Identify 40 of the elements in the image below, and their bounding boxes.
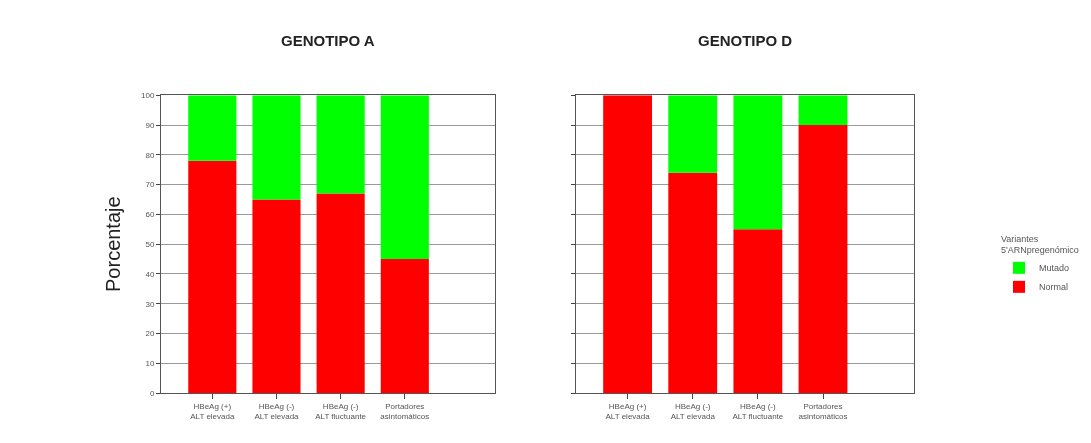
x-tick-label: HBeAg (+) ALT elevada bbox=[605, 401, 651, 421]
y-tick-label: 0 bbox=[149, 388, 155, 398]
bar bbox=[252, 95, 301, 200]
chart-title: GENOTIPO D bbox=[698, 32, 793, 49]
x-tick-label: HBeAg (+) ALT elevada bbox=[190, 401, 235, 421]
bar bbox=[798, 95, 848, 126]
x-tick-label: HBeAg (-) ALT elevada bbox=[670, 401, 716, 421]
bar bbox=[603, 95, 653, 393]
y-tick-label: 80 bbox=[145, 150, 155, 160]
bar bbox=[380, 95, 429, 260]
y-axis-title: Porcentaje bbox=[101, 196, 124, 292]
bar bbox=[668, 172, 718, 393]
x-tick-label: HBeAg (-) ALT elevada bbox=[254, 401, 300, 421]
y-tick-label: 100 bbox=[141, 91, 155, 101]
bar bbox=[668, 95, 718, 173]
x-tick-label: Portadores asintomáticos bbox=[798, 401, 848, 421]
y-tick-label: 60 bbox=[145, 210, 155, 220]
bar bbox=[798, 125, 848, 393]
legend-title: Variantes 5'ARNpregenómico bbox=[1001, 233, 1079, 256]
bar bbox=[316, 95, 365, 194]
bar bbox=[733, 95, 783, 230]
bar bbox=[316, 193, 365, 393]
x-tick-label: HBeAg (-) ALT fluctuante bbox=[732, 401, 784, 421]
y-tick-label: 90 bbox=[145, 120, 155, 130]
bar bbox=[188, 160, 237, 393]
x-tick-label: HBeAg (-) ALT fluctuante bbox=[315, 401, 367, 421]
y-tick-label: 70 bbox=[145, 180, 155, 190]
bar bbox=[252, 199, 301, 393]
chart-title: GENOTIPO A bbox=[281, 32, 375, 49]
y-tick-label: 30 bbox=[145, 299, 155, 309]
y-tick-label: 50 bbox=[145, 239, 155, 249]
bar bbox=[380, 259, 429, 393]
y-tick-label: 20 bbox=[145, 329, 155, 339]
legend-label: Mutado bbox=[1039, 263, 1070, 274]
bar bbox=[733, 229, 783, 393]
bar bbox=[188, 95, 237, 161]
legend-label: Normal bbox=[1039, 282, 1069, 293]
y-tick-label: 40 bbox=[145, 269, 155, 279]
x-tick-label: Portadores asintomáticos bbox=[380, 401, 430, 421]
y-tick-label: 10 bbox=[145, 359, 155, 369]
